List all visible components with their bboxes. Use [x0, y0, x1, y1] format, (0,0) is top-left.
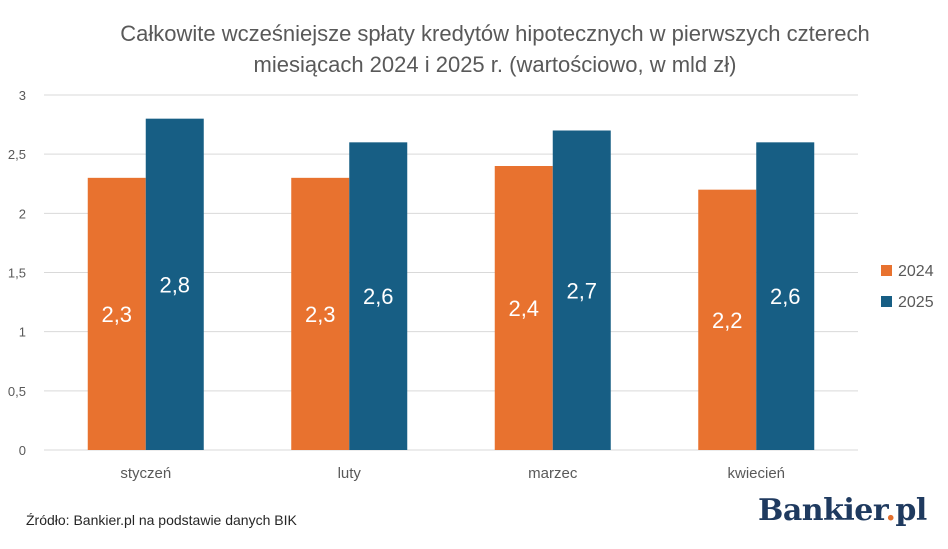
legend-swatch-2024: [881, 265, 892, 276]
bar-2024-marzec: [494, 166, 553, 450]
y-tick-label: 2,5: [8, 147, 26, 162]
bar-2025-styczeń: [145, 118, 204, 451]
data-label: 2,4: [508, 296, 539, 321]
data-label: 2,3: [101, 302, 132, 327]
data-label: 2,2: [712, 308, 743, 333]
y-tick-label: 1,5: [8, 266, 26, 281]
x-tick-label: kwiecień: [727, 465, 785, 482]
legend-swatch-2025: [881, 296, 892, 307]
legend-label-2025: 2025: [898, 294, 934, 311]
x-tick-label: marzec: [528, 465, 578, 482]
bar-2025-marzec: [552, 130, 611, 450]
bar-2024-luty: [291, 177, 350, 451]
bar-2025-luty: [349, 142, 408, 451]
data-label: 2,6: [363, 284, 394, 309]
source-note: Źródło: Bankier.pl na podstawie danych B…: [26, 512, 297, 528]
logo-dot: .: [885, 493, 896, 528]
y-tick-label: 2: [19, 206, 26, 221]
chart-title: Całkowite wcześniejsze spłaty kredytów h…: [80, 18, 910, 80]
y-tick-label: 0: [19, 443, 26, 458]
bar-2024-kwiecień: [698, 189, 757, 450]
bar-2025-kwiecień: [756, 142, 815, 451]
chart-title-line1: Całkowite wcześniejsze spłaty kredytów h…: [120, 21, 870, 46]
bar-2024-styczeń: [87, 177, 146, 451]
data-label: 2,3: [305, 302, 336, 327]
chart-title-line2: miesiącach 2024 i 2025 r. (wartościowo, …: [253, 52, 737, 77]
x-tick-label: styczeń: [120, 465, 171, 482]
legend-label-2024: 2024: [898, 263, 934, 280]
y-tick-label: 1: [19, 325, 26, 340]
logo-tld: pl: [895, 493, 927, 528]
data-label: 2,6: [770, 284, 801, 309]
y-tick-label: 0,5: [8, 384, 26, 399]
logo-name: Bankier: [758, 493, 886, 528]
data-label: 2,7: [566, 278, 597, 303]
y-tick-label: 3: [19, 88, 26, 103]
data-label: 2,8: [159, 272, 190, 297]
bankier-logo: Bankier.pl: [758, 493, 927, 528]
x-tick-label: luty: [338, 465, 362, 482]
